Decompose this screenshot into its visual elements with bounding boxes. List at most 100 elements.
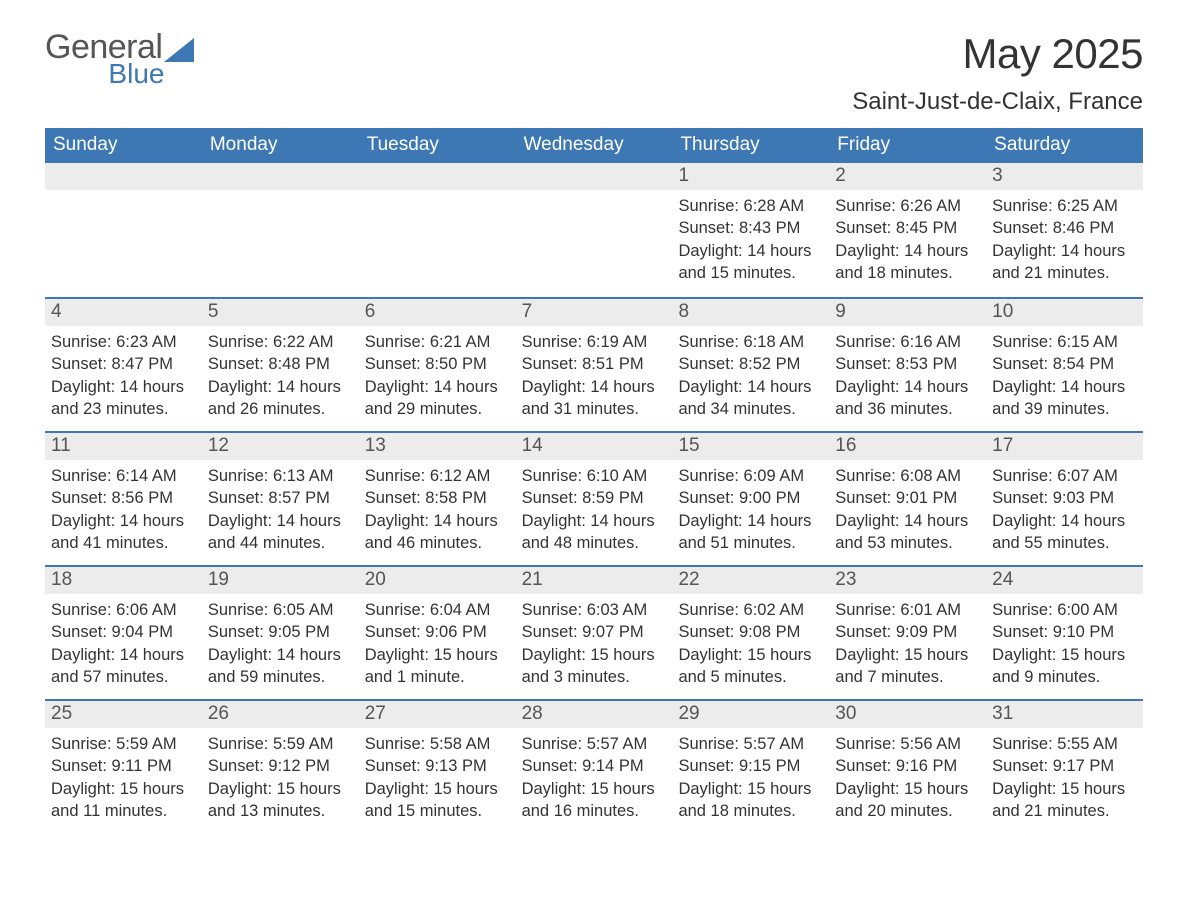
daylight-line-2: and 39 minutes. bbox=[992, 398, 1137, 420]
daylight-line-1: Daylight: 14 hours bbox=[208, 644, 353, 666]
day-details: Sunrise: 5:59 AMSunset: 9:12 PMDaylight:… bbox=[202, 728, 359, 826]
day-number: 31 bbox=[986, 701, 1143, 728]
day-number: 12 bbox=[202, 433, 359, 460]
day-details: Sunrise: 6:04 AMSunset: 9:06 PMDaylight:… bbox=[359, 594, 516, 692]
daylight-line-1: Daylight: 14 hours bbox=[992, 376, 1137, 398]
daylight-line-2: and 18 minutes. bbox=[835, 262, 980, 284]
day-details: Sunrise: 6:23 AMSunset: 8:47 PMDaylight:… bbox=[45, 326, 202, 424]
daylight-line-1: Daylight: 14 hours bbox=[365, 510, 510, 532]
day-number: 18 bbox=[45, 567, 202, 594]
daylight-line-2: and 9 minutes. bbox=[992, 666, 1137, 688]
daylight-line-1: Daylight: 15 hours bbox=[678, 778, 823, 800]
daylight-line-2: and 7 minutes. bbox=[835, 666, 980, 688]
sunrise-line: Sunrise: 6:12 AM bbox=[365, 465, 510, 487]
sunrise-line: Sunrise: 5:57 AM bbox=[522, 733, 667, 755]
sunset-line: Sunset: 9:16 PM bbox=[835, 755, 980, 777]
day-details: Sunrise: 5:56 AMSunset: 9:16 PMDaylight:… bbox=[829, 728, 986, 826]
sunset-line: Sunset: 8:50 PM bbox=[365, 353, 510, 375]
daylight-line-1: Daylight: 15 hours bbox=[51, 778, 196, 800]
sunset-line: Sunset: 9:05 PM bbox=[208, 621, 353, 643]
day-number: 19 bbox=[202, 567, 359, 594]
day-cell: 27Sunrise: 5:58 AMSunset: 9:13 PMDayligh… bbox=[359, 701, 516, 833]
weekday-header: Saturday bbox=[986, 128, 1143, 163]
daylight-line-2: and 16 minutes. bbox=[522, 800, 667, 822]
day-details: Sunrise: 6:18 AMSunset: 8:52 PMDaylight:… bbox=[672, 326, 829, 424]
day-number: 1 bbox=[672, 163, 829, 190]
weeks-container: 1Sunrise: 6:28 AMSunset: 8:43 PMDaylight… bbox=[45, 163, 1143, 833]
day-cell: 18Sunrise: 6:06 AMSunset: 9:04 PMDayligh… bbox=[45, 567, 202, 699]
sunset-line: Sunset: 9:12 PM bbox=[208, 755, 353, 777]
sunrise-line: Sunrise: 6:25 AM bbox=[992, 195, 1137, 217]
daylight-line-2: and 41 minutes. bbox=[51, 532, 196, 554]
sunset-line: Sunset: 9:13 PM bbox=[365, 755, 510, 777]
day-cell: 8Sunrise: 6:18 AMSunset: 8:52 PMDaylight… bbox=[672, 299, 829, 431]
week-row: 4Sunrise: 6:23 AMSunset: 8:47 PMDaylight… bbox=[45, 297, 1143, 431]
day-cell: 17Sunrise: 6:07 AMSunset: 9:03 PMDayligh… bbox=[986, 433, 1143, 565]
day-cell bbox=[202, 163, 359, 297]
daylight-line-2: and 23 minutes. bbox=[51, 398, 196, 420]
daylight-line-1: Daylight: 14 hours bbox=[365, 376, 510, 398]
daylight-line-1: Daylight: 14 hours bbox=[835, 376, 980, 398]
daylight-line-2: and 18 minutes. bbox=[678, 800, 823, 822]
day-number: 26 bbox=[202, 701, 359, 728]
day-cell: 29Sunrise: 5:57 AMSunset: 9:15 PMDayligh… bbox=[672, 701, 829, 833]
day-cell: 16Sunrise: 6:08 AMSunset: 9:01 PMDayligh… bbox=[829, 433, 986, 565]
daylight-line-1: Daylight: 14 hours bbox=[51, 510, 196, 532]
day-number: 15 bbox=[672, 433, 829, 460]
sunrise-line: Sunrise: 6:21 AM bbox=[365, 331, 510, 353]
sunset-line: Sunset: 9:00 PM bbox=[678, 487, 823, 509]
sunset-line: Sunset: 9:11 PM bbox=[51, 755, 196, 777]
day-details: Sunrise: 6:08 AMSunset: 9:01 PMDaylight:… bbox=[829, 460, 986, 558]
sunset-line: Sunset: 8:48 PM bbox=[208, 353, 353, 375]
day-cell: 13Sunrise: 6:12 AMSunset: 8:58 PMDayligh… bbox=[359, 433, 516, 565]
sunrise-line: Sunrise: 6:06 AM bbox=[51, 599, 196, 621]
week-row: 18Sunrise: 6:06 AMSunset: 9:04 PMDayligh… bbox=[45, 565, 1143, 699]
daylight-line-1: Daylight: 15 hours bbox=[208, 778, 353, 800]
sunrise-line: Sunrise: 6:07 AM bbox=[992, 465, 1137, 487]
month-title: May 2025 bbox=[852, 30, 1143, 78]
daylight-line-2: and 44 minutes. bbox=[208, 532, 353, 554]
day-cell bbox=[516, 163, 673, 297]
day-cell: 4Sunrise: 6:23 AMSunset: 8:47 PMDaylight… bbox=[45, 299, 202, 431]
daylight-line-2: and 46 minutes. bbox=[365, 532, 510, 554]
daylight-line-2: and 5 minutes. bbox=[678, 666, 823, 688]
week-row: 25Sunrise: 5:59 AMSunset: 9:11 PMDayligh… bbox=[45, 699, 1143, 833]
sunset-line: Sunset: 9:01 PM bbox=[835, 487, 980, 509]
daylight-line-1: Daylight: 15 hours bbox=[365, 644, 510, 666]
day-number: 10 bbox=[986, 299, 1143, 326]
daylight-line-2: and 11 minutes. bbox=[51, 800, 196, 822]
sunrise-line: Sunrise: 5:56 AM bbox=[835, 733, 980, 755]
daylight-line-1: Daylight: 14 hours bbox=[522, 510, 667, 532]
calendar-grid: SundayMondayTuesdayWednesdayThursdayFrid… bbox=[45, 128, 1143, 833]
daylight-line-1: Daylight: 15 hours bbox=[992, 644, 1137, 666]
daylight-line-1: Daylight: 15 hours bbox=[992, 778, 1137, 800]
header: General Blue May 2025 Saint-Just-de-Clai… bbox=[45, 30, 1143, 124]
weekday-header: Wednesday bbox=[516, 128, 673, 163]
sunrise-line: Sunrise: 6:05 AM bbox=[208, 599, 353, 621]
daylight-line-1: Daylight: 14 hours bbox=[51, 644, 196, 666]
daylight-line-1: Daylight: 15 hours bbox=[835, 644, 980, 666]
daylight-line-2: and 57 minutes. bbox=[51, 666, 196, 688]
day-details: Sunrise: 6:12 AMSunset: 8:58 PMDaylight:… bbox=[359, 460, 516, 558]
day-details: Sunrise: 6:02 AMSunset: 9:08 PMDaylight:… bbox=[672, 594, 829, 692]
day-details: Sunrise: 6:00 AMSunset: 9:10 PMDaylight:… bbox=[986, 594, 1143, 692]
sunrise-line: Sunrise: 6:10 AM bbox=[522, 465, 667, 487]
day-number: 16 bbox=[829, 433, 986, 460]
daylight-line-1: Daylight: 15 hours bbox=[678, 644, 823, 666]
day-details: Sunrise: 6:25 AMSunset: 8:46 PMDaylight:… bbox=[986, 190, 1143, 288]
sunset-line: Sunset: 9:03 PM bbox=[992, 487, 1137, 509]
day-cell: 9Sunrise: 6:16 AMSunset: 8:53 PMDaylight… bbox=[829, 299, 986, 431]
daylight-line-1: Daylight: 14 hours bbox=[678, 240, 823, 262]
daylight-line-2: and 51 minutes. bbox=[678, 532, 823, 554]
day-details: Sunrise: 6:07 AMSunset: 9:03 PMDaylight:… bbox=[986, 460, 1143, 558]
calendar-page: General Blue May 2025 Saint-Just-de-Clai… bbox=[0, 0, 1188, 873]
day-cell: 31Sunrise: 5:55 AMSunset: 9:17 PMDayligh… bbox=[986, 701, 1143, 833]
day-cell: 21Sunrise: 6:03 AMSunset: 9:07 PMDayligh… bbox=[516, 567, 673, 699]
weekday-header: Sunday bbox=[45, 128, 202, 163]
day-cell: 3Sunrise: 6:25 AMSunset: 8:46 PMDaylight… bbox=[986, 163, 1143, 297]
day-cell: 12Sunrise: 6:13 AMSunset: 8:57 PMDayligh… bbox=[202, 433, 359, 565]
sunset-line: Sunset: 9:08 PM bbox=[678, 621, 823, 643]
sunset-line: Sunset: 9:10 PM bbox=[992, 621, 1137, 643]
sunset-line: Sunset: 9:17 PM bbox=[992, 755, 1137, 777]
day-details: Sunrise: 6:06 AMSunset: 9:04 PMDaylight:… bbox=[45, 594, 202, 692]
